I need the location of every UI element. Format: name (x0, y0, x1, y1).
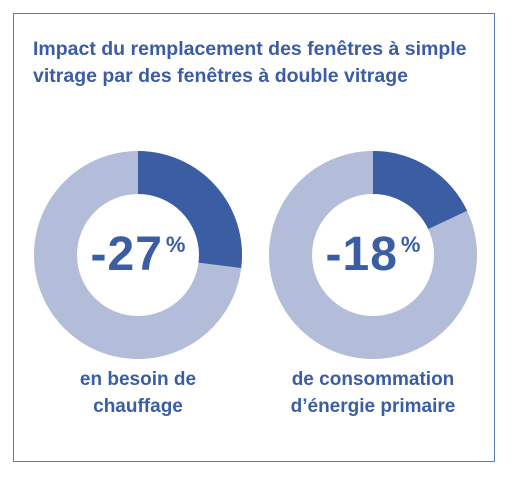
caption-line-2: chauffage (93, 396, 183, 417)
caption-line-2: d’énergie primaire (290, 396, 456, 417)
donut-center-label: -18 % (268, 150, 478, 360)
donut-svg-heating (34, 151, 242, 359)
percent-sign: % (400, 232, 421, 257)
reduction-value: -18 (325, 228, 398, 281)
donut-hole (312, 194, 434, 316)
donut-hole (77, 194, 199, 316)
donut-chart-primary-energy: -18 % (268, 150, 478, 360)
caption-line-1: en besoin de (79, 369, 197, 390)
donut-chart-heating: -27 % (33, 150, 243, 360)
caption-primary-energy: de consommation d’énergie primaire (268, 366, 478, 420)
reduction-value: -27 (90, 228, 163, 281)
caption-heating: en besoin de chauffage (33, 366, 243, 420)
donut-center-label: -27 % (33, 150, 243, 360)
percent-sign: % (165, 232, 186, 257)
chart-title: Impact du remplacement des fenêtres à si… (33, 38, 467, 87)
caption-line-1: de consommation (291, 369, 455, 390)
donut-svg-primary-energy (269, 151, 477, 359)
